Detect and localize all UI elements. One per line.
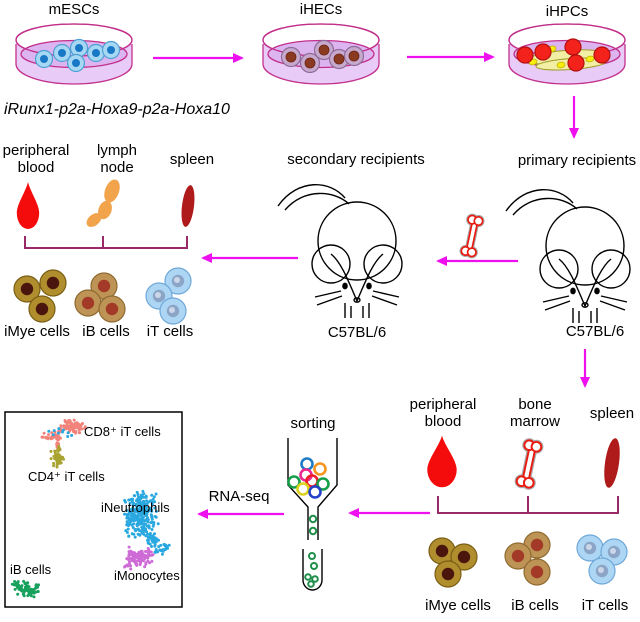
dish-mescs — [15, 23, 133, 85]
label-cluster-cd4: CD4⁺ iT cells — [28, 469, 105, 484]
cell-cluster-t-left — [145, 267, 192, 325]
sorting-funnel-icon — [287, 438, 338, 540]
flow-arrows — [153, 52, 590, 519]
bone-icon-transplant — [458, 212, 486, 260]
bracket-left-organs — [24, 236, 188, 249]
dish-ihpcs — [508, 23, 626, 85]
cell-cluster-b-left — [74, 272, 126, 323]
label-cluster-cd8: CD8⁺ iT cells — [84, 424, 161, 439]
label-it-left: iT cells — [146, 323, 194, 340]
tsne-cluster-cd8 — [40, 418, 87, 451]
ihpc-cells-icon — [516, 38, 611, 72]
cell-cluster-mye-left — [13, 269, 67, 323]
label-mescs: mESCs — [48, 1, 100, 18]
label-spleen-bottom: spleen — [589, 405, 635, 422]
label-imye-bottom: iMye cells — [425, 597, 491, 614]
label-ihpcs: iHPCs — [545, 3, 589, 20]
tsne-cluster-ineutrophils — [153, 548, 165, 556]
collection-tube-icon — [302, 514, 323, 591]
label-imye-left: iMye cells — [4, 323, 70, 340]
label-cluster-ib: iB cells — [10, 562, 52, 577]
bone-marrow-icon — [516, 440, 542, 489]
label-lymph-node: lymph node — [96, 142, 137, 176]
tsne-cluster-imonocytes — [123, 545, 155, 571]
spleen-icon-bottom — [604, 438, 620, 488]
label-rna-seq: RNA-seq — [208, 488, 270, 505]
label-cluster-ineutrophils: iNeutrophils — [101, 500, 170, 515]
blood-drop-icon-bottom — [427, 435, 457, 488]
label-peripheral-blood-left: peripheral blood — [2, 142, 70, 176]
tsne-points — [10, 418, 171, 599]
ihec-cells-icon — [280, 39, 365, 74]
label-strain-primary: C57BL/6 — [565, 323, 625, 340]
label-cluster-imonocytes: iMonocytes — [114, 568, 180, 583]
cell-cluster-t-bottom — [576, 534, 628, 585]
label-primary-recipients: primary recipients — [517, 152, 637, 169]
label-construct: iRunx1-p2a-Hoxa9-p2a-Hoxa10 — [4, 101, 230, 118]
blood-drop-icon-left — [16, 182, 40, 229]
mouse-secondary — [277, 183, 403, 319]
tsne-cluster-ineutrophils — [47, 427, 74, 438]
label-ib-bottom: iB cells — [511, 597, 559, 614]
tsne-plot — [4, 411, 183, 608]
label-ihecs: iHECs — [299, 1, 343, 18]
label-ib-left: iB cells — [82, 323, 130, 340]
mesc-cells-icon — [34, 38, 121, 73]
label-bone-marrow: bone marrow — [509, 396, 560, 430]
label-sorting: sorting — [290, 415, 336, 432]
tsne-cluster-cd4 — [49, 444, 65, 469]
lymph-node-icon — [86, 179, 120, 227]
dish-ihecs — [262, 23, 380, 85]
tsne-cluster-ineutrophils — [123, 489, 171, 552]
label-spleen-left: spleen — [169, 151, 215, 168]
label-it-bottom: iT cells — [581, 597, 629, 614]
label-strain-secondary: C57BL/6 — [327, 324, 387, 341]
tsne-cluster-ib — [10, 579, 40, 599]
mouse-primary — [505, 188, 631, 324]
cell-cluster-b-bottom — [504, 531, 551, 586]
label-secondary-recipients: secondary recipients — [287, 151, 425, 168]
spleen-icon-left — [181, 185, 195, 227]
cell-clusters — [13, 267, 628, 588]
label-peripheral-blood-bottom: peripheral blood — [409, 396, 477, 430]
cell-cluster-mye-bottom — [428, 537, 478, 588]
bracket-bottom-organs — [437, 496, 619, 514]
